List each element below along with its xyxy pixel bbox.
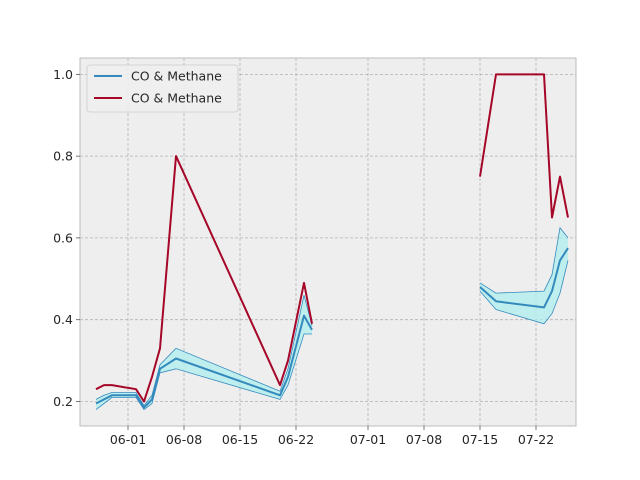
y-tick-label: 0.2: [53, 394, 73, 409]
plot-frame: [79, 57, 577, 427]
legend-label: CO & Methane: [131, 69, 222, 84]
x-axis: 06-01 06-08 06-15 06-22 07-01 07-08 07-15 07-22: [110, 426, 554, 447]
x-tick-label: 07-08: [406, 432, 442, 447]
legend: CO & Methane CO & Methane: [86, 64, 239, 113]
series-line-2: [95, 155, 313, 403]
x-tick-label: 06-22: [278, 432, 314, 447]
band-lower-edge: [479, 260, 569, 325]
series-line-2: [479, 73, 569, 219]
y-tick-label: 1.0: [53, 67, 73, 82]
y-axis: 0.2 0.4 0.6 0.8 1.0: [53, 67, 80, 409]
y-tick-label: 0.6: [53, 230, 73, 245]
band-lower-edge: [95, 333, 312, 411]
confidence-bands: [95, 226, 569, 411]
series-line-1: [95, 314, 313, 409]
x-tick-label: 07-01: [350, 432, 386, 447]
x-tick-label: 06-08: [166, 432, 202, 447]
confidence-band: [480, 227, 568, 324]
y-tick-label: 0.8: [53, 149, 73, 164]
band-upper-edge: [479, 226, 569, 294]
series-lines: [95, 73, 569, 409]
series-line-1: [479, 247, 569, 309]
x-tick-label: 06-01: [110, 432, 146, 447]
band-upper-edge: [95, 295, 313, 407]
legend-label: CO & Methane: [131, 91, 222, 106]
legend-box: [86, 64, 239, 113]
y-tick-label: 0.4: [53, 312, 73, 327]
x-tick-label: 07-22: [518, 432, 554, 447]
x-tick-label: 07-15: [462, 432, 498, 447]
x-tick-label: 06-15: [222, 432, 258, 447]
